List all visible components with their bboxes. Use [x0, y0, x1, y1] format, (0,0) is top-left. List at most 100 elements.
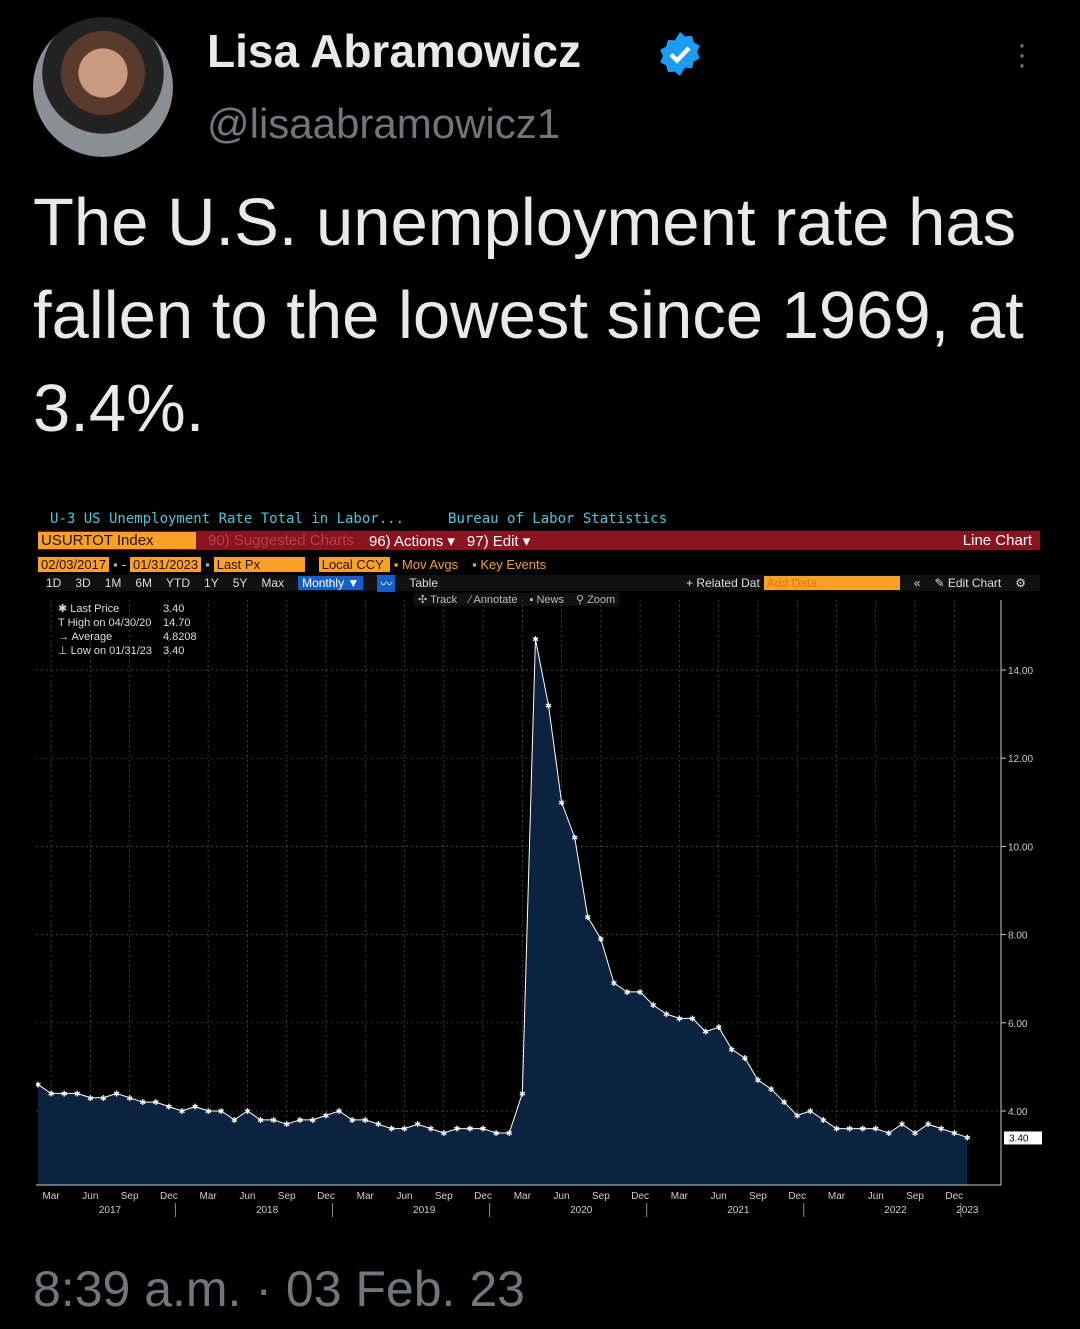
data-point: ✱ [493, 1129, 500, 1138]
news-tool[interactable]: ▪ News [529, 593, 564, 606]
ticker-field[interactable]: USURTOT Index [38, 532, 196, 549]
key-events-label: Key Events [480, 557, 547, 572]
data-point: ✱ [584, 913, 591, 922]
legend-low: ⊥ Low on 01/31/23 3.40 [58, 645, 185, 657]
range-1y[interactable]: 1Y [204, 576, 219, 590]
x-year-label: 2022 [884, 1205, 907, 1216]
source: Bureau of Labor Statistics [448, 511, 668, 527]
y-tick-label: 4.00 [1008, 1107, 1028, 1118]
data-point: ✱ [296, 1116, 303, 1125]
data-point: ✱ [519, 1089, 526, 1098]
data-point: ✱ [205, 1107, 212, 1116]
data-point: ✱ [388, 1125, 395, 1134]
series-line [37, 639, 968, 1138]
legend-high: T High on 04/30/20 14.70 [58, 617, 191, 629]
x-tick-label: Dec [945, 1191, 963, 1202]
x-tick-label: Jun [554, 1191, 570, 1202]
mov-avgs-toggle[interactable]: ▪ Mov Avgs [393, 557, 459, 572]
collapse-icon[interactable]: « [913, 576, 921, 590]
data-point: ✱ [440, 1129, 447, 1138]
x-year-label: 2023 [956, 1205, 979, 1216]
x-year-label: 2021 [727, 1205, 750, 1216]
x-tick-label: Dec [160, 1191, 178, 1202]
calendar-icon[interactable]: ▪ [205, 557, 210, 572]
line-chart-icon[interactable]: 〰 [377, 574, 396, 592]
data-point: ✱ [715, 1023, 722, 1032]
data-point: ✱ [768, 1085, 775, 1094]
x-tick-label: Jun [711, 1191, 727, 1202]
range-1d[interactable]: 1D [46, 576, 62, 590]
settings-gear-icon[interactable]: ⚙ [1015, 576, 1026, 590]
data-point: ✱ [689, 1014, 696, 1023]
tweet-timestamp[interactable]: 8:39 a.m. · 03 Feb. 23 [33, 1261, 525, 1317]
data-point: ✱ [336, 1107, 343, 1116]
frequency-select[interactable]: Monthly ▼ [298, 576, 364, 590]
table-button[interactable]: Table [409, 576, 439, 590]
data-point: ✱ [781, 1098, 788, 1107]
data-point: ✱ [702, 1028, 709, 1037]
data-point: ✱ [650, 1001, 657, 1010]
range-3d[interactable]: 3D [75, 576, 91, 590]
x-tick-label: Mar [671, 1191, 689, 1202]
annotate-tool[interactable]: ⁄ Annotate [469, 593, 518, 606]
x-tick-label: Sep [278, 1191, 296, 1202]
data-point: ✱ [375, 1120, 382, 1129]
data-point: ✱ [755, 1076, 762, 1085]
start-date-field[interactable]: 02/03/2017 [38, 557, 110, 572]
more-options-icon[interactable]: · · · [1017, 28, 1027, 81]
x-tick-label: Sep [906, 1191, 924, 1202]
edit-chart-button[interactable]: ✎ Edit Chart [934, 576, 1002, 590]
currency-select[interactable]: Local CCY [318, 557, 390, 572]
last-value-tag [1004, 1131, 1042, 1145]
legend-last-price: ✱ Last Price 3.40 [58, 603, 185, 615]
author-name[interactable]: Lisa Abramowicz [207, 25, 582, 77]
avatar[interactable] [33, 17, 173, 157]
edit-menu[interactable]: 97) Edit ▾ [466, 532, 531, 550]
data-point: ✱ [61, 1089, 68, 1098]
range-max[interactable]: Max [261, 576, 285, 590]
data-point: ✱ [126, 1094, 133, 1103]
data-point: ✱ [283, 1120, 290, 1129]
field-select[interactable]: Last Px [213, 557, 305, 572]
range-6m[interactable]: 6M [135, 576, 153, 590]
data-point: ✱ [912, 1129, 919, 1138]
verified-badge-icon [660, 32, 700, 76]
range-5y[interactable]: 5Y [232, 576, 248, 590]
key-events-toggle[interactable]: ▪ Key Events [472, 557, 547, 572]
suggested-charts[interactable]: 90) Suggested Charts [208, 532, 354, 549]
data-point: ✱ [480, 1125, 487, 1134]
data-point: ✱ [506, 1129, 513, 1138]
y-tick-label: 14.00 [1008, 666, 1033, 677]
chart-type: Line Chart [962, 532, 1032, 549]
y-tick-label: 10.00 [1008, 842, 1033, 853]
zoom-tool[interactable]: ⚲ Zoom [575, 594, 616, 606]
x-year-label: 2018 [256, 1205, 279, 1216]
data-point: ✱ [807, 1107, 814, 1116]
data-point: ✱ [598, 935, 605, 944]
data-point: ✱ [833, 1125, 840, 1134]
data-point: ✱ [231, 1116, 238, 1125]
end-date-field[interactable]: 01/31/2023 [130, 557, 202, 572]
data-point: ✱ [624, 988, 631, 997]
range-1m[interactable]: 1M [104, 576, 122, 590]
x-year-label: 2020 [570, 1205, 593, 1216]
security-title: U-3 US Unemployment Rate Total in Labor.… [50, 511, 405, 527]
data-point: ✱ [467, 1125, 474, 1134]
x-year-label: 2017 [99, 1205, 122, 1216]
data-point: ✱ [48, 1089, 55, 1098]
add-data-input[interactable]: Add Data [763, 576, 900, 590]
data-point: ✱ [676, 1014, 683, 1023]
data-point: ✱ [742, 1054, 749, 1063]
calendar-icon[interactable]: ▪ [113, 557, 118, 572]
range-ytd[interactable]: YTD [166, 576, 191, 590]
x-tick-label: Sep [592, 1191, 610, 1202]
y-tick-label: 12.00 [1008, 754, 1033, 765]
data-point: ✱ [545, 701, 552, 710]
data-point: ✱ [925, 1120, 932, 1129]
author-handle[interactable]: @lisaabramowicz1 [207, 100, 561, 147]
related-data-button[interactable]: + Related Dat [686, 576, 760, 590]
track-tool[interactable]: ✣ Track [418, 594, 458, 606]
y-tick-label: 8.00 [1008, 931, 1028, 942]
actions-menu[interactable]: 96) Actions ▾ [369, 532, 455, 550]
x-tick-label: Mar [42, 1191, 60, 1202]
